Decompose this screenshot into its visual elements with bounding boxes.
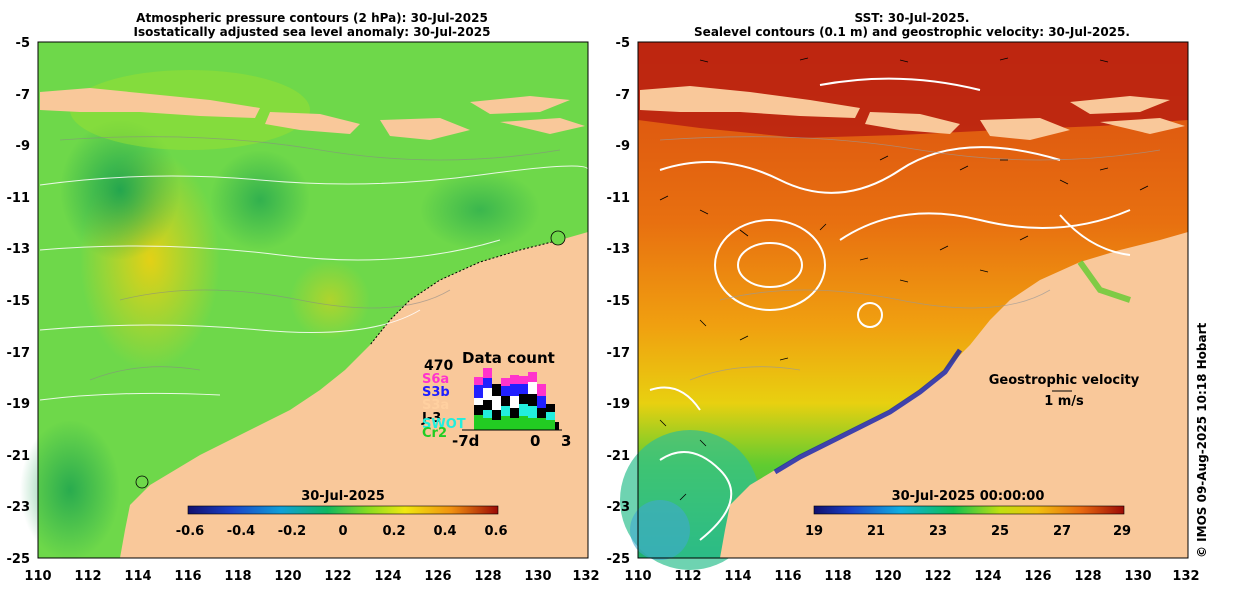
left-y-tick: -25 bbox=[7, 552, 31, 567]
left-colorbar-tick: 0.2 bbox=[382, 524, 405, 539]
left-y-tick: -15 bbox=[7, 294, 31, 309]
right-y-tick: -5 bbox=[616, 36, 630, 51]
velocity-label-scale: 1 m/s bbox=[1044, 394, 1084, 409]
right-title-line2: Sealevel contours (0.1 m) and geostrophi… bbox=[694, 25, 1130, 39]
right-colorbar-tick: 29 bbox=[1113, 524, 1131, 539]
right-colorbar-tick: 25 bbox=[991, 524, 1009, 539]
left-x-tick: 114 bbox=[124, 569, 151, 584]
credit-text: © IMOS 09-Aug-2025 10:18 Hobart bbox=[1195, 322, 1209, 558]
right-title-line1: SST: 30-Jul-2025. bbox=[855, 11, 970, 25]
left-x-tick: 120 bbox=[274, 569, 301, 584]
right-y-tick: -7 bbox=[616, 88, 630, 103]
mission-label-swot: SWOT bbox=[422, 417, 466, 432]
left-y-tick: -5 bbox=[16, 36, 30, 51]
right-y-tick: -11 bbox=[607, 191, 631, 206]
right-y-tick: -23 bbox=[607, 500, 631, 515]
mission-label-j3: J-3 bbox=[421, 411, 441, 426]
right-x-tick: 114 bbox=[724, 569, 751, 584]
left-colorbar-tick: -0.6 bbox=[176, 524, 204, 539]
right-x-tick: 128 bbox=[1074, 569, 1101, 584]
data-count-axis-mid: 0 bbox=[530, 432, 540, 450]
left-y-axis: -5 -7 -9 -11 -13 -15 -17 -19 -21 -23 -25 bbox=[7, 36, 31, 567]
left-map bbox=[20, 41, 589, 560]
right-x-tick: 110 bbox=[624, 569, 651, 584]
left-x-tick: 130 bbox=[524, 569, 551, 584]
right-y-tick: -17 bbox=[607, 346, 631, 361]
right-x-tick: 120 bbox=[874, 569, 901, 584]
mission-label-cr2: Cr2 bbox=[422, 426, 447, 441]
left-colorbar-tick: 0.6 bbox=[484, 524, 507, 539]
left-colorbar-tick: 0 bbox=[338, 524, 347, 539]
right-colorbar-tick: 19 bbox=[805, 524, 823, 539]
right-colorbar-tick: 21 bbox=[867, 524, 885, 539]
mission-label-s6a: S6a bbox=[422, 372, 449, 387]
right-colorbar-tick: 23 bbox=[929, 524, 947, 539]
left-colorbar: 30-Jul-2025 -0.6 -0.4 -0.2 0 0.2 0.4 0.6 bbox=[176, 489, 508, 539]
left-x-axis: 110 112 114 116 118 120 122 124 126 128 … bbox=[24, 569, 599, 584]
left-y-tick: -19 bbox=[7, 397, 31, 412]
left-colorbar-title: 30-Jul-2025 bbox=[301, 489, 385, 504]
left-title-line1: Atmospheric pressure contours (2 hPa): 3… bbox=[136, 11, 488, 25]
left-x-tick: 118 bbox=[224, 569, 251, 584]
right-x-tick: 112 bbox=[674, 569, 701, 584]
left-colorbar-tick: -0.4 bbox=[227, 524, 255, 539]
left-x-tick: 124 bbox=[374, 569, 401, 584]
data-count-title: Data count bbox=[462, 349, 555, 367]
right-x-tick: 122 bbox=[924, 569, 951, 584]
left-title-line2: Isostatically adjusted sea level anomaly… bbox=[134, 25, 491, 39]
right-colorbar-tick: 27 bbox=[1053, 524, 1071, 539]
left-y-tick: -13 bbox=[7, 242, 31, 257]
right-y-tick: -19 bbox=[607, 397, 631, 412]
left-y-tick: -7 bbox=[16, 88, 30, 103]
right-x-tick: 116 bbox=[774, 569, 801, 584]
right-colorbar-title: 30-Jul-2025 00:00:00 bbox=[892, 489, 1045, 504]
left-y-tick: -11 bbox=[7, 191, 31, 206]
left-y-tick: -17 bbox=[7, 346, 31, 361]
velocity-label-title: Geostrophic velocity bbox=[989, 373, 1140, 388]
right-x-tick: 118 bbox=[824, 569, 851, 584]
left-x-tick: 122 bbox=[324, 569, 351, 584]
left-x-tick: 126 bbox=[424, 569, 451, 584]
right-x-tick: 132 bbox=[1172, 569, 1199, 584]
data-count-inset: Data count 470 S6a S3b S3a J-3 SWOT Cr2 … bbox=[421, 349, 571, 450]
data-count-axis-left: -7d bbox=[452, 432, 479, 450]
left-colorbar-tick: -0.2 bbox=[278, 524, 306, 539]
right-y-tick: -21 bbox=[607, 449, 631, 464]
right-colorbar: 30-Jul-2025 00:00:00 19 21 23 25 27 29 bbox=[805, 489, 1131, 539]
left-colorbar-tick: 0.4 bbox=[433, 524, 456, 539]
left-y-tick: -21 bbox=[7, 449, 31, 464]
data-count-axis-right: 3 bbox=[561, 432, 571, 450]
right-y-tick: -13 bbox=[607, 242, 631, 257]
mission-label-s3a: S3a bbox=[422, 398, 449, 413]
data-count-max: 470 bbox=[424, 358, 453, 374]
left-x-tick: 110 bbox=[24, 569, 51, 584]
left-x-tick: 132 bbox=[572, 569, 599, 584]
left-x-tick: 128 bbox=[474, 569, 501, 584]
right-y-tick: -9 bbox=[616, 139, 630, 154]
left-y-tick: -9 bbox=[16, 139, 30, 154]
left-x-tick: 116 bbox=[174, 569, 201, 584]
data-count-bars bbox=[462, 368, 562, 431]
mission-label-s3b: S3b bbox=[422, 385, 450, 400]
right-y-axis: -5 -7 -9 -11 -13 -15 -17 -19 -21 -23 -25 bbox=[607, 36, 631, 567]
right-x-tick: 130 bbox=[1124, 569, 1151, 584]
right-y-tick: -25 bbox=[607, 552, 631, 567]
right-map: Geostrophic velocity 1 m/s bbox=[620, 41, 1189, 570]
left-x-tick: 112 bbox=[74, 569, 101, 584]
right-x-tick: 124 bbox=[974, 569, 1001, 584]
right-y-tick: -15 bbox=[607, 294, 631, 309]
right-x-axis: 110 112 114 116 118 120 122 124 126 128 … bbox=[624, 569, 1199, 584]
left-y-tick: -23 bbox=[7, 500, 31, 515]
right-x-tick: 126 bbox=[1024, 569, 1051, 584]
